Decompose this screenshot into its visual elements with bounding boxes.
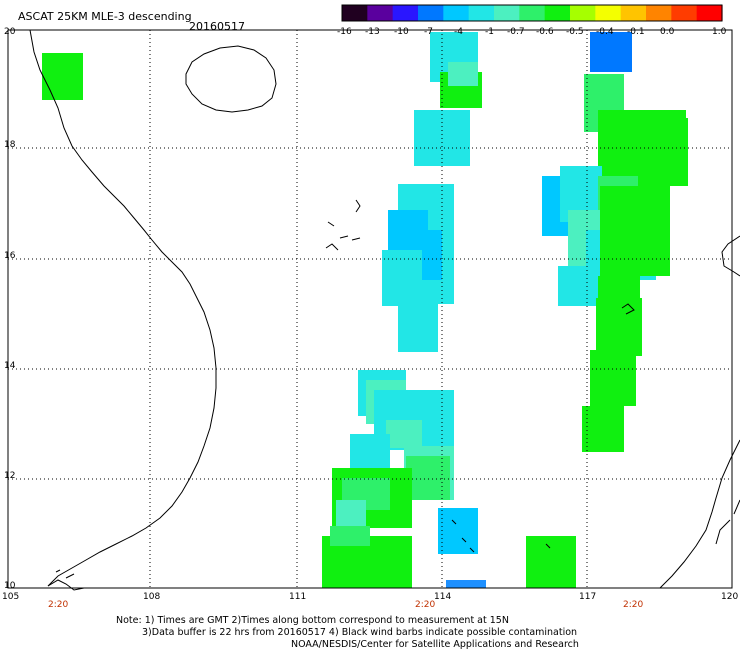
malaysia-fragment (55, 569, 75, 579)
colorbar-swatch (418, 5, 444, 21)
philippines-coast (659, 439, 740, 589)
lat-label-10: 10 (4, 581, 16, 591)
philippines-islands (715, 499, 740, 545)
colorbar-tick-label: -13 (365, 27, 380, 37)
colorbar-tick-label: 0.0 (660, 27, 675, 37)
vietnam-coastline (29, 29, 217, 587)
colorbar-tick-label: -0.6 (536, 27, 554, 37)
wind-data-cell (42, 53, 83, 100)
data-swath-patches (42, 32, 688, 588)
colorbar-tick-label: -0.7 (507, 27, 525, 37)
wind-data-cell (582, 406, 624, 452)
lon-label-120: 120 (721, 592, 739, 602)
colorbar-swatch (620, 5, 647, 21)
wind-data-cell (406, 456, 450, 500)
colorbar-tick-label: -0.5 (566, 27, 584, 37)
colorbar-swatch (544, 5, 571, 21)
wind-data-cell (590, 350, 636, 406)
wind-data-cell (382, 250, 422, 306)
colorbar-swatch (646, 5, 672, 21)
colorbar-swatch (671, 5, 698, 21)
colorbar-swatch (519, 5, 546, 21)
colorbar (341, 4, 723, 22)
wind-data-cell (590, 32, 632, 72)
wind-data-cell (448, 62, 478, 86)
lat-label-12: 12 (4, 471, 16, 481)
hainan-coastline (185, 45, 277, 113)
colorbar-tick-label: -1 (485, 27, 494, 37)
colorbar-swatch (342, 5, 368, 21)
colorbar-tick-label: -4 (454, 27, 463, 37)
wind-data-cell (398, 304, 438, 352)
philippines-coast-north (721, 235, 740, 277)
note-line-2: 3)Data buffer is 22 hrs from 20160517 4)… (142, 627, 578, 638)
colorbar-swatch (696, 5, 723, 21)
colorbar-swatch (443, 5, 470, 21)
wind-data-cell (558, 266, 600, 306)
colorbar-swatch (392, 5, 419, 21)
product-date: 20160517 (189, 20, 245, 33)
colorbar-tick-label: -0.4 (596, 27, 614, 37)
map-frame (7, 29, 733, 589)
product-title: ASCAT 25KM MLE-3 descending (18, 10, 192, 23)
spratly-islands (451, 303, 635, 553)
wind-data-cell (526, 536, 576, 588)
wind-data-cell (596, 298, 642, 356)
lat-lon-grid (8, 30, 732, 588)
lon-label-114: 114 (434, 592, 452, 602)
wind-data-cell (600, 186, 670, 276)
lon-label-108: 108 (143, 592, 161, 602)
lon-label-117: 117 (579, 592, 597, 602)
colorbar-swatch (468, 5, 495, 21)
pass-time-label: 2:20 (623, 600, 644, 610)
colorbar-tick-label: -16 (337, 27, 352, 37)
lat-label-14: 14 (4, 361, 16, 371)
colorbar-tick-label: -7 (424, 27, 433, 37)
colorbar-frame (341, 4, 723, 22)
colorbar-tick-label: -10 (394, 27, 409, 37)
wind-data-cell (640, 118, 688, 186)
pass-time-label: 2:20 (48, 600, 69, 610)
lon-label-111: 111 (289, 592, 307, 602)
colorbar-swatch (570, 5, 596, 21)
colorbar-tick-label: 1.0 (712, 27, 727, 37)
colorbar-swatch (494, 5, 520, 21)
lon-label-105: 105 (2, 592, 20, 602)
wind-data-cell (446, 580, 486, 588)
lat-label-20: 20 (4, 27, 16, 37)
mekong-delta-coast (47, 579, 85, 591)
wind-data-cell (438, 508, 478, 554)
wind-data-cell (386, 420, 422, 448)
note-line-1: Note: 1) Times are GMT 2)Times along bot… (116, 615, 509, 626)
colorbar-tick-label: -0.1 (627, 27, 645, 37)
pass-time-label: 2:20 (415, 600, 436, 610)
colorbar-swatch (595, 5, 622, 21)
wind-data-cell (330, 526, 370, 546)
lat-label-18: 18 (4, 140, 16, 150)
colorbar-swatch (367, 5, 394, 21)
coastlines (29, 29, 740, 591)
note-line-3: NOAA/NESDIS/Center for Satellite Applica… (291, 639, 579, 650)
paracel-islands (325, 199, 361, 251)
lat-label-16: 16 (4, 251, 16, 261)
